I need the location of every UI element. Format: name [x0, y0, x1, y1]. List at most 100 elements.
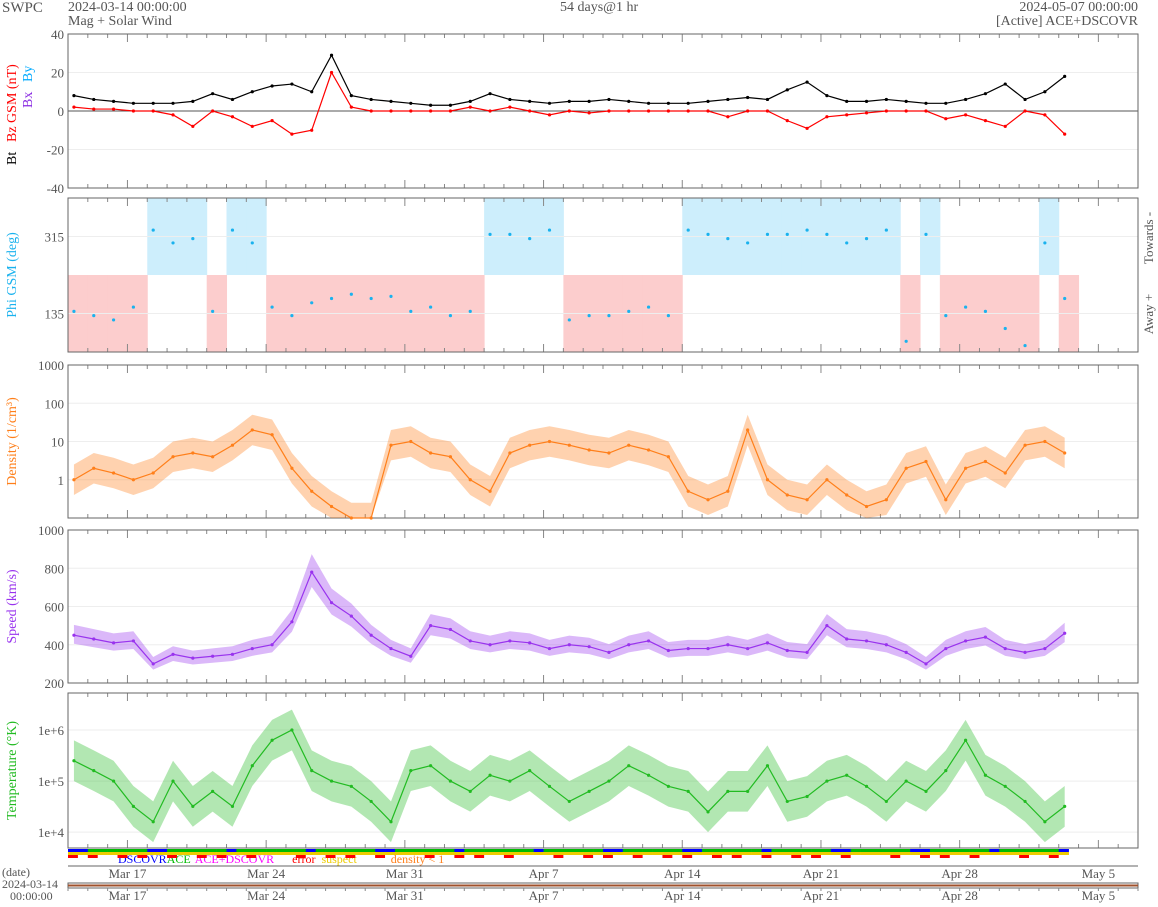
suspect-segment — [474, 852, 485, 855]
suspect-segment — [266, 852, 277, 855]
data-point — [230, 804, 235, 808]
suspect-segment — [652, 852, 663, 855]
suspect-segment — [959, 852, 970, 855]
data-point — [1063, 132, 1067, 136]
suspect-segment — [494, 852, 505, 855]
data-point — [429, 103, 433, 107]
source-segment — [533, 849, 544, 852]
suspect-segment — [860, 852, 871, 855]
data-point — [191, 656, 195, 660]
data-point — [983, 459, 988, 464]
suspect-segment — [186, 852, 198, 855]
data-point — [567, 799, 571, 804]
data-point — [983, 635, 988, 639]
y-axis-label-by: By — [21, 66, 36, 82]
data-point — [448, 103, 453, 107]
source-segment — [424, 849, 435, 852]
suspect-segment — [929, 852, 941, 855]
source-segment — [484, 849, 495, 852]
data-point — [369, 799, 373, 804]
y-tick-label: 0 — [58, 104, 65, 119]
error-segment — [890, 855, 901, 858]
data-point — [369, 97, 373, 102]
data-point — [448, 779, 453, 783]
suspect-segment — [365, 852, 376, 855]
data-point — [171, 101, 175, 105]
error-segment — [325, 855, 336, 858]
y-tick-label: 200 — [45, 676, 65, 691]
data-point — [230, 97, 235, 102]
data-point — [746, 428, 750, 432]
data-point — [329, 504, 334, 509]
suspect-segment — [573, 852, 584, 855]
data-point — [211, 92, 215, 96]
data-point — [964, 113, 968, 117]
source-segment — [880, 849, 891, 852]
data-point — [686, 228, 690, 232]
data-point — [72, 94, 76, 98]
source-segment — [870, 849, 881, 852]
suspect-segment — [355, 852, 366, 855]
data-point — [488, 489, 492, 493]
suspect-segment — [1058, 852, 1069, 855]
suspect-segment — [979, 852, 990, 855]
data-point — [825, 232, 829, 236]
y-tick-label: 1000 — [38, 523, 64, 538]
source-segment — [147, 849, 158, 852]
data-point — [349, 292, 353, 296]
data-point — [864, 111, 869, 115]
source-segment — [375, 849, 386, 852]
data-point — [924, 232, 928, 236]
suspect-segment — [920, 852, 931, 855]
data-point — [666, 455, 670, 459]
panel-frame — [67, 529, 1139, 684]
data-point — [191, 124, 195, 128]
error-segment — [454, 855, 465, 858]
y-tick-label: 1e+5 — [38, 774, 64, 789]
data-point — [528, 443, 532, 447]
error-segment — [1048, 855, 1059, 858]
data-point — [845, 113, 849, 117]
y-tick-label: 1e+6 — [38, 723, 65, 738]
data-point — [409, 101, 413, 105]
source-segment — [543, 849, 554, 852]
error-segment — [87, 855, 98, 858]
data-point — [587, 645, 591, 649]
source-segment — [999, 849, 1010, 852]
source-segment — [454, 849, 465, 852]
suspect-segment — [484, 852, 495, 855]
data-point — [587, 99, 591, 103]
data-point — [785, 232, 789, 236]
data-point — [884, 799, 888, 804]
suspect-segment — [68, 852, 79, 855]
suspect-segment — [632, 852, 643, 855]
source-segment — [989, 849, 1000, 852]
y-tick-label: 40 — [51, 27, 64, 42]
data-point — [924, 789, 928, 793]
source-segment — [1048, 849, 1060, 852]
suspect-segment — [771, 852, 782, 855]
x-axis-top-label: Mar 17 — [108, 866, 146, 881]
data-point — [587, 789, 591, 793]
data-point — [528, 109, 532, 113]
suspect-segment — [226, 852, 237, 855]
data-point — [1043, 439, 1047, 444]
data-point — [1003, 784, 1007, 788]
date-start-label: 2024-03-14 — [2, 877, 58, 891]
data-point — [230, 228, 235, 232]
data-point — [944, 769, 948, 773]
source-segment — [692, 849, 703, 852]
data-point — [646, 448, 651, 452]
org-label: SWPC — [2, 0, 43, 16]
date-axis-label: (date) — [2, 865, 30, 879]
error-segment — [553, 855, 564, 858]
source-segment — [622, 849, 634, 852]
data-point — [290, 466, 294, 470]
data-point — [904, 109, 908, 113]
source-segment — [325, 849, 336, 852]
data-point — [785, 88, 789, 92]
data-point — [547, 784, 552, 788]
suspect-segment — [375, 852, 386, 855]
suspect-segment — [890, 852, 901, 855]
data-point — [528, 641, 532, 645]
